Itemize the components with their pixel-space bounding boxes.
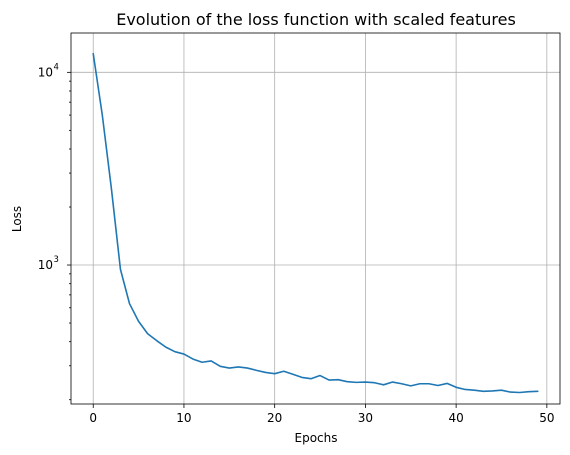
- grid-lines: [71, 33, 560, 404]
- loss-series-line: [92, 52, 539, 394]
- series-layer: [92, 52, 539, 394]
- plot-frame: [70, 32, 561, 405]
- y-tick-label: 10: [38, 65, 53, 79]
- y-tick-exponent: 3: [54, 255, 59, 265]
- x-tick-label: 0: [89, 411, 97, 425]
- x-tick-label: 10: [176, 411, 191, 425]
- y-tick-label: 10: [38, 258, 53, 272]
- y-axis-label: Loss: [10, 206, 24, 232]
- x-tick-label: 40: [448, 411, 463, 425]
- x-tick-label: 50: [539, 411, 554, 425]
- y-tick-exponent: 4: [54, 62, 59, 72]
- chart-title: Evolution of the loss function with scal…: [116, 10, 516, 29]
- x-tick-label: 20: [267, 411, 282, 425]
- x-tick-label: 30: [358, 411, 373, 425]
- x-axis-label: Epochs: [295, 431, 338, 445]
